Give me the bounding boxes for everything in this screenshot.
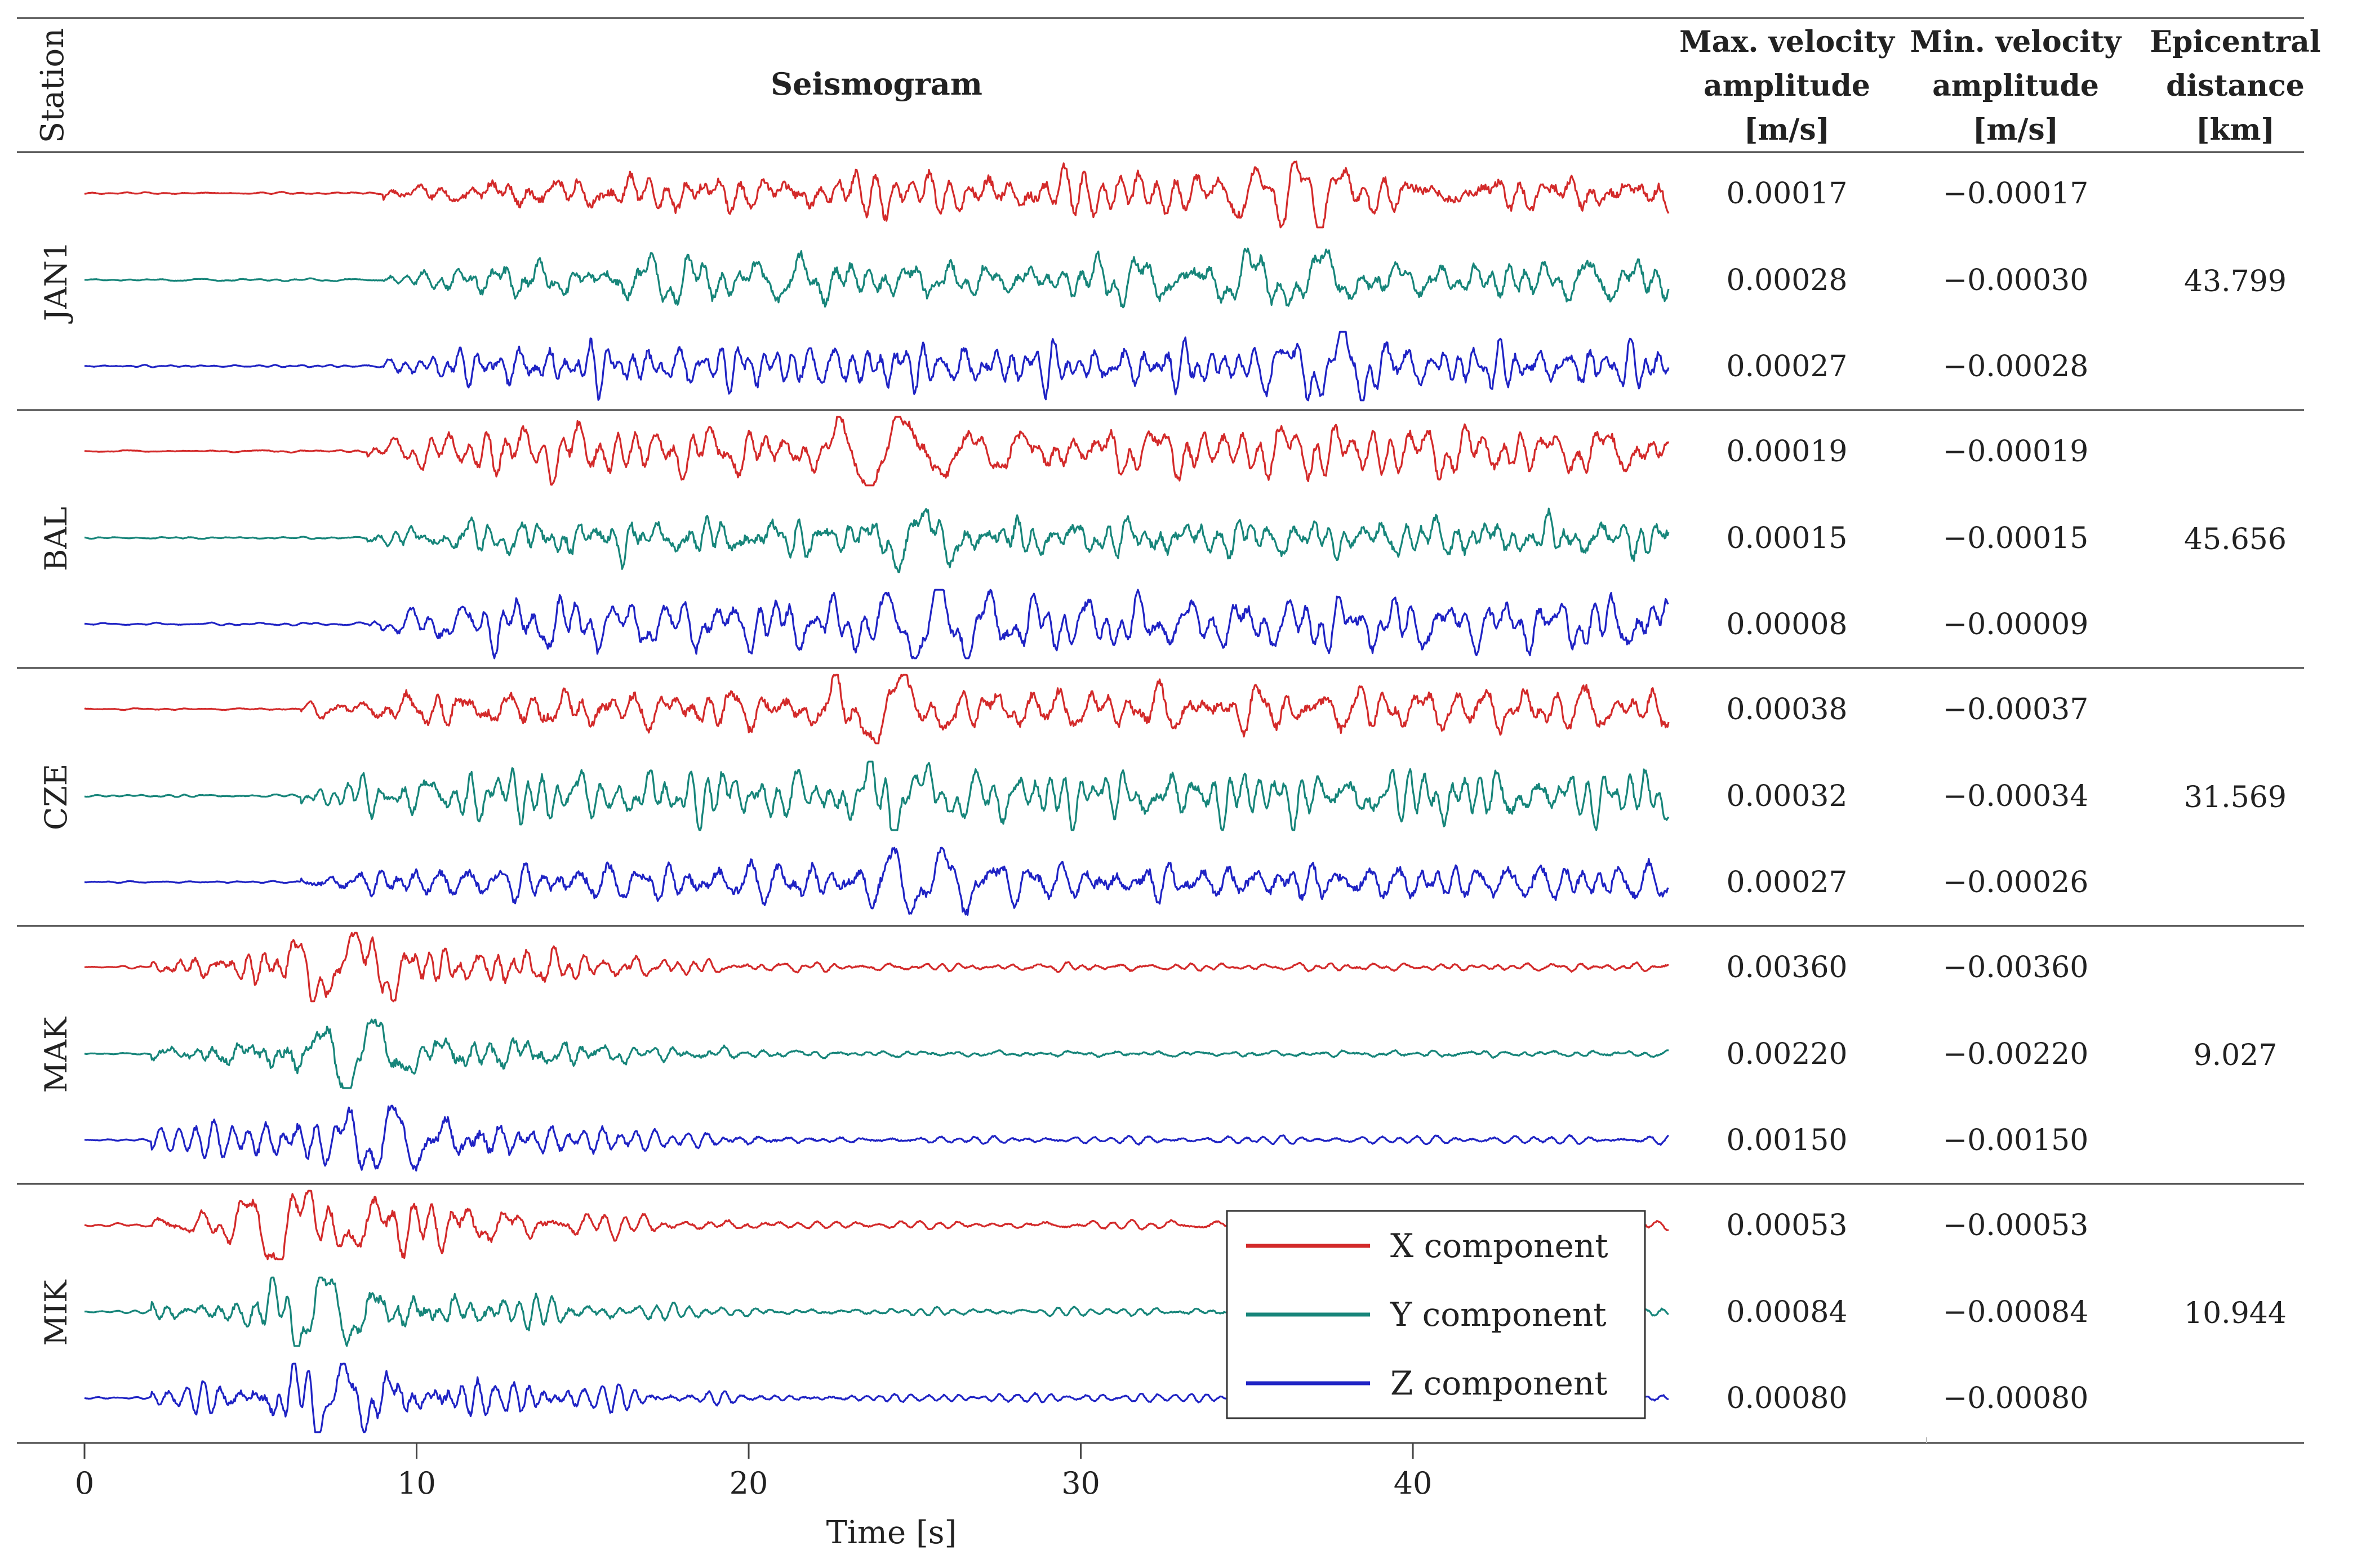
min-velocity-value: −0.00360 [1943,951,2089,985]
header-max-velocity-line: Max. velocity [1679,25,1896,59]
max-velocity-value: 0.00360 [1726,951,1847,985]
max-velocity-value: 0.00019 [1726,435,1847,469]
max-velocity-value: 0.00220 [1726,1037,1847,1071]
min-velocity-value: −0.00053 [1943,1209,2089,1242]
max-velocity-value: 0.00032 [1726,779,1847,813]
epicentral-distance: 43.799 [2184,265,2287,299]
x-tick-label: 40 [1394,1465,1433,1501]
station-name: BAL [38,507,74,572]
header-epicentral-distance-line: distance [2166,69,2305,103]
min-velocity-value: −0.00017 [1943,177,2089,211]
trace-z-component [84,589,1669,660]
header-epicentral-distance-line: Epicentral [2150,25,2320,59]
max-velocity-value: 0.00080 [1726,1382,1847,1415]
header-epicentral-distance-line: [km] [2196,113,2275,147]
min-velocity-value: −0.00037 [1943,693,2089,727]
max-velocity-value: 0.00038 [1726,693,1847,727]
epicentral-distance: 31.569 [2184,781,2287,814]
header-station: Station [34,28,71,143]
station-name: MAK [38,1016,74,1093]
legend-label: Y component [1390,1295,1607,1334]
trace-x-component [84,932,1669,1003]
max-velocity-value: 0.00053 [1726,1209,1847,1242]
min-velocity-value: −0.00150 [1943,1124,2089,1157]
min-velocity-value: −0.00009 [1943,608,2089,642]
trace-x-component [84,674,1670,745]
max-velocity-value: 0.00150 [1726,1124,1847,1157]
station-rows: JAN1 43.799 0.00017 −0.00017 0.00028 −0.00030… [38,161,2287,1433]
x-tick-label: 30 [1061,1465,1100,1501]
station-name: MIK [38,1279,74,1346]
x-tick-label: 0 [75,1465,94,1501]
header-max-velocity-line: [m/s] [1744,113,1830,147]
station-row-mak: MAK 9.027 0.00360 −0.00360 0.00220 −0.00220 0.… [38,932,2278,1172]
epicentral-distance: 45.656 [2184,523,2287,556]
min-velocity-value: −0.00026 [1943,866,2089,899]
min-velocity-value: −0.00019 [1943,435,2089,469]
x-axis-label: Time [s] [826,1514,957,1551]
max-velocity-value: 0.00008 [1726,608,1847,642]
header-min-velocity-line: [m/s] [1973,113,2059,147]
max-velocity-value: 0.00028 [1726,264,1847,297]
legend: X component Y component Z component [1226,1210,1646,1419]
epicentral-distance: 9.027 [2194,1039,2278,1072]
max-velocity-value: 0.00027 [1726,350,1847,384]
min-velocity-value: −0.00028 [1943,350,2089,384]
min-velocity-value: −0.00084 [1943,1295,2089,1329]
station-name: JAN1 [38,241,74,324]
max-velocity-value: 0.00027 [1726,866,1847,899]
table-grid [17,17,2304,1444]
min-velocity-value: −0.00034 [1943,779,2089,813]
station-row-mik: MIK 10.944 0.00053 −0.00053 0.00084 −0.00084 0… [38,1190,2287,1433]
legend-label: X component [1390,1227,1608,1265]
epicentral-distance: 10.944 [2184,1297,2287,1330]
trace-y-component [84,507,1670,573]
header-max-velocity-line: amplitude [1704,69,1870,103]
x-tick-label: 10 [397,1465,436,1501]
max-velocity-value: 0.00015 [1726,522,1847,555]
min-velocity-value: −0.00015 [1943,522,2089,555]
trace-x-component [84,161,1670,229]
column-headers: Station Seismogram Max. velocity amplitude [… [34,25,2321,147]
header-min-velocity-line: Min. velocity [1910,25,2123,59]
station-row-cze: CZE 31.569 0.00038 −0.00037 0.00032 −0.00034 0… [38,674,2287,916]
station-row-jan1: JAN1 43.799 0.00017 −0.00017 0.00028 −0.00030… [38,161,2287,402]
min-velocity-value: −0.00220 [1943,1037,2089,1071]
legend-label: Z component [1390,1364,1608,1402]
trace-x-component [84,416,1670,487]
header-seismogram: Seismogram [771,66,982,102]
trace-z-component [84,331,1670,402]
min-velocity-value: −0.00030 [1943,264,2089,297]
x-axis: 0 10 20 30 40 Time [s] [75,1443,1433,1551]
station-row-bal: BAL 45.656 0.00019 −0.00019 0.00015 −0.00015 0… [38,416,2287,660]
trace-y-component [84,760,1670,831]
station-name: CZE [38,764,74,830]
max-velocity-value: 0.00084 [1726,1295,1847,1329]
trace-y-component [84,247,1670,309]
trace-z-component [84,847,1669,916]
x-tick-label: 20 [730,1465,768,1501]
min-velocity-value: −0.00080 [1943,1382,2089,1415]
trace-z-component [84,1104,1670,1172]
trace-y-component [84,1018,1669,1089]
header-min-velocity-line: amplitude [1932,69,2099,103]
max-velocity-value: 0.00017 [1726,177,1847,211]
